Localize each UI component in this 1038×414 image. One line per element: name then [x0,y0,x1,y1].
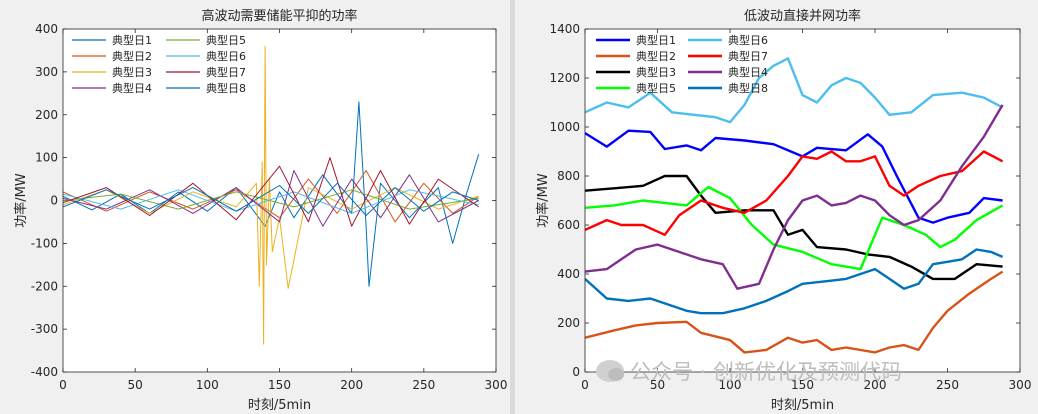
figure-separator [510,0,515,414]
series-group [63,45,480,345]
series-line [585,129,1003,224]
legend-label: 典型日4 [112,81,152,95]
x-tick-label: 300 [485,378,508,392]
x-axis-label: 时刻/5min [771,398,834,413]
y-tick-label: 1200 [549,71,580,85]
y-tick-label: 300 [35,65,58,79]
x-tick-label: 50 [128,378,143,392]
legend-label: 典型日5 [636,81,676,95]
series-line [585,174,1003,281]
x-tick-label: 100 [196,378,219,392]
y-tick-label: 800 [557,169,580,183]
legend-label: 典型日7 [728,49,768,63]
plot-area [63,29,496,372]
series-line [585,150,1004,236]
series-line [63,157,479,227]
x-tick-label: 200 [340,378,363,392]
axes-box [62,28,497,373]
y-axis-label: 功率/MW [535,173,551,228]
legend-label: 典型日6 [728,33,768,47]
y-tick-label: 200 [35,108,58,122]
watermark-text: 公众号 · 创新优化及预测代码 [630,360,903,384]
x-tick-label: 100 [719,378,742,392]
series-line [63,170,479,227]
x-tick-label: 300 [1009,378,1032,392]
y-tick-label: 400 [35,22,58,36]
legend-label: 典型日2 [636,49,676,63]
legend-label: 典型日1 [636,33,676,47]
chart-panel-1: 高波动需要储能平抑的功率 0 50 100 150 200 250 300 -400 -300 -2… [13,8,507,413]
legend-label: 典型日8 [206,81,246,95]
legend-label: 典型日4 [728,65,768,79]
y-tick-label: 1400 [549,22,580,36]
legend-label: 典型日3 [112,65,152,79]
y-tick-label: 600 [557,218,580,232]
y-tick-label: -300 [31,322,58,336]
axes-box [584,28,1021,373]
wechat-icon [596,360,624,382]
y-tick-label: 100 [35,151,58,165]
legend: 典型日1 典型日2 典型日3 典型日4 典型日5 典型日6 典型日7 典型日8 [72,33,246,95]
x-tick-label: 0 [581,378,589,392]
series-line [585,185,1004,271]
legend: 典型日1 典型日2 典型日3 典型日5 典型日6 典型日7 典型日4 典型日8 [596,33,768,95]
x-tick-label: 250 [412,378,435,392]
chart-title: 低波动直接并网功率 [744,8,861,24]
legend-label: 典型日7 [206,65,246,79]
y-tick-label: 0 [50,194,58,208]
chart-panel-2: 低波动直接并网功率 0 50 100 150 200 250 300 0 200 400 600 800… [535,8,1031,413]
y-axis-label: 功率/MW [13,173,29,228]
series-line [63,182,479,216]
legend-label: 典型日1 [112,33,152,47]
x-tick-label: 250 [936,378,959,392]
y-tick-label: 400 [557,267,580,281]
y-tick-label: -100 [31,236,58,250]
y-tick-label: -400 [31,365,58,379]
x-axis-label: 时刻/5min [248,398,311,413]
y-tick-label: 0 [572,365,580,379]
y-tick-label: 200 [557,316,580,330]
series-line [585,248,1004,315]
series-line [63,189,479,214]
legend-label: 典型日2 [112,49,152,63]
legend-label: 典型日5 [206,33,246,47]
series-line [63,101,480,287]
y-tick-label: -200 [31,279,58,293]
x-tick-label: 50 [650,378,665,392]
watermark: 公众号 · 创新优化及预测代码 [596,356,902,386]
legend-label: 典型日8 [728,81,768,95]
x-tick-label: 150 [268,378,291,392]
series-line [585,57,1004,124]
series-group [585,57,1004,354]
series-line [63,45,479,345]
x-tick-label: 0 [59,378,67,392]
series-line [585,270,1004,354]
series-line [585,104,1004,290]
series-line [63,170,479,223]
legend-label: 典型日3 [636,65,676,79]
x-tick-label: 150 [791,378,814,392]
legend-label: 典型日6 [206,49,246,63]
y-tick-label: 1000 [549,120,580,134]
x-tick-label: 200 [864,378,887,392]
chart-title: 高波动需要储能平抑的功率 [201,8,357,24]
